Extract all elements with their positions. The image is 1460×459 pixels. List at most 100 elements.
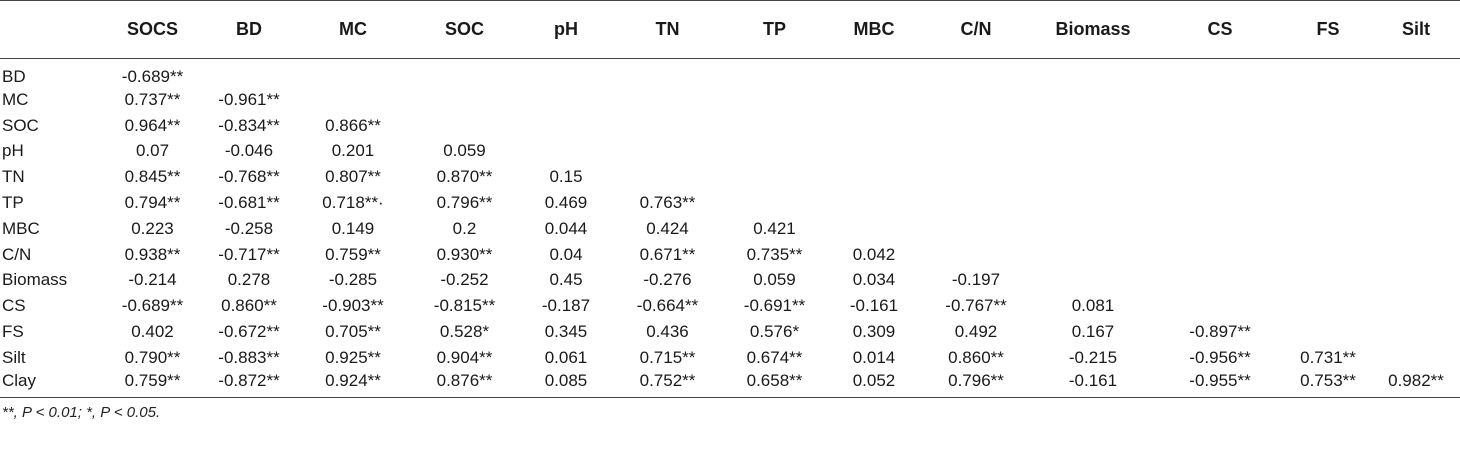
table-cell	[826, 87, 922, 113]
table-cell: 0.044	[544, 218, 588, 238]
table-cell	[826, 164, 922, 190]
table-cell: 0.796**	[436, 193, 493, 213]
table-cell: -0.956**	[1189, 347, 1251, 367]
table-cell: -0.197	[951, 270, 1001, 290]
table-cell	[612, 164, 723, 190]
table-cell: -0.046	[224, 141, 274, 161]
table-cell: 0.424	[646, 218, 689, 238]
table-cell: -0.664**	[636, 296, 699, 316]
header-corner	[0, 0, 104, 59]
table-cell: 0.674**	[746, 347, 803, 367]
table-cell: -0.691**	[743, 296, 806, 316]
table-cell: 0.576*	[749, 322, 800, 342]
row-header: BD	[2, 67, 26, 86]
table-cell: 0.794**	[124, 193, 181, 213]
table-cell	[1030, 216, 1156, 242]
table-cell: -0.215	[1068, 347, 1118, 367]
table-cell: -0.768**	[218, 167, 280, 187]
table-row: Silt 0.790** -0.883** 0.925** 0.904** 0.061 0.…	[0, 345, 1460, 371]
row-header: TP	[2, 193, 24, 213]
table-row: BD -0.689**	[0, 59, 1460, 88]
table-cell: -0.961**	[218, 89, 280, 109]
table-cell: 0.309	[852, 322, 896, 342]
table-cell: 0.061	[544, 347, 588, 367]
table-cell: -0.187	[541, 296, 591, 316]
table-cell	[1284, 242, 1372, 268]
table-cell	[922, 139, 1030, 165]
table-cell	[1030, 190, 1156, 216]
table-row: Biomass -0.214 0.278 -0.285 -0.252 0.45 -0.276…	[0, 268, 1460, 294]
table-cell: 0.860**	[948, 347, 1004, 367]
column-header: MC	[297, 0, 409, 59]
column-header: TN	[612, 0, 723, 59]
table-row: FS 0.402 -0.672** 0.705** 0.528* 0.345 0.436 0.…	[0, 319, 1460, 345]
table-cell	[1156, 139, 1284, 165]
table-cell: -0.672**	[218, 322, 280, 342]
table-cell	[1284, 319, 1372, 345]
table-cell: 0.845**	[124, 167, 181, 187]
table-cell: 0.735**	[746, 244, 803, 264]
table-cell: 0.528*	[439, 322, 490, 342]
table-cell	[723, 59, 826, 88]
table-cell	[520, 59, 612, 88]
table-row: MBC 0.223 -0.258 0.149 0.2 0.044 0.424 0.421	[0, 216, 1460, 242]
table-cell: 0.705**	[325, 322, 381, 342]
table-cell: 0.938**	[124, 244, 181, 264]
table-cell: 0.658**	[723, 370, 826, 398]
row-header: SOC	[2, 115, 39, 135]
table-cell: 0.149	[331, 218, 375, 238]
table-cell	[1372, 293, 1460, 319]
table-cell	[1372, 216, 1460, 242]
table-cell	[1284, 293, 1372, 319]
table-cell: 0.759**	[325, 244, 381, 264]
table-footnote: **, P < 0.01; *, P < 0.05.	[2, 403, 161, 421]
table-cell	[1030, 59, 1156, 88]
table-cell: 0.223	[131, 218, 174, 238]
table-cell: 0.052	[826, 370, 922, 398]
table-cell: -0.717**	[218, 244, 280, 264]
row-header: C/N	[2, 244, 32, 264]
table-cell: -0.903**	[322, 296, 384, 316]
table-cell: 0.492	[954, 322, 998, 342]
table-cell: 0.059	[753, 270, 796, 290]
table-cell	[1156, 216, 1284, 242]
table-header: SOCS BD MC SOC pH TN TP MBC C/N Biomass CS FS Silt	[0, 0, 1460, 59]
table-cell	[922, 216, 1030, 242]
table-cell	[723, 113, 826, 139]
table-cell: -0.161	[849, 296, 899, 316]
column-header: MBC	[826, 0, 922, 59]
table-cell	[409, 59, 520, 88]
table-cell: -0.897**	[1189, 322, 1251, 342]
table-cell	[723, 139, 826, 165]
table-cell: 0.904**	[436, 347, 493, 367]
table-cell	[1284, 139, 1372, 165]
table-cell: 0.752**	[612, 370, 723, 398]
column-header: BD	[201, 0, 297, 59]
table-cell	[1284, 59, 1372, 88]
table-cell: -0.214	[128, 270, 177, 290]
table-cell: 0.796**	[922, 370, 1030, 398]
table-cell: -0.883**	[218, 347, 280, 367]
table-cell	[1156, 164, 1284, 190]
table-row: TP 0.794** -0.681** 0.718**· 0.796** 0.469 0.7…	[0, 190, 1460, 216]
table-cell: 0.737**	[124, 89, 181, 109]
table-cell	[723, 190, 826, 216]
column-header: Silt	[1372, 0, 1460, 59]
row-header: pH	[2, 141, 24, 161]
table-cell	[1030, 113, 1156, 139]
table-cell: 0.718**·	[322, 193, 384, 213]
table-cell	[612, 87, 723, 113]
table-cell	[1284, 164, 1372, 190]
table-row: CS -0.689** 0.860** -0.903** -0.815** -0.187 -…	[0, 293, 1460, 319]
column-header: pH	[520, 0, 612, 59]
table-cell: 0.715**	[639, 347, 696, 367]
table-cell	[1372, 268, 1460, 294]
table-cell: 0.059	[443, 141, 486, 161]
table-cell: -0.872**	[201, 370, 297, 398]
table-cell: 0.671**	[639, 244, 696, 264]
table-row: TN 0.845** -0.768** 0.807** 0.870** 0.15	[0, 164, 1460, 190]
table-cell: 0.402	[131, 322, 174, 342]
table-cell: -0.689**	[121, 296, 184, 316]
row-header: FS	[2, 322, 24, 342]
table-cell: 0.45	[549, 270, 583, 290]
